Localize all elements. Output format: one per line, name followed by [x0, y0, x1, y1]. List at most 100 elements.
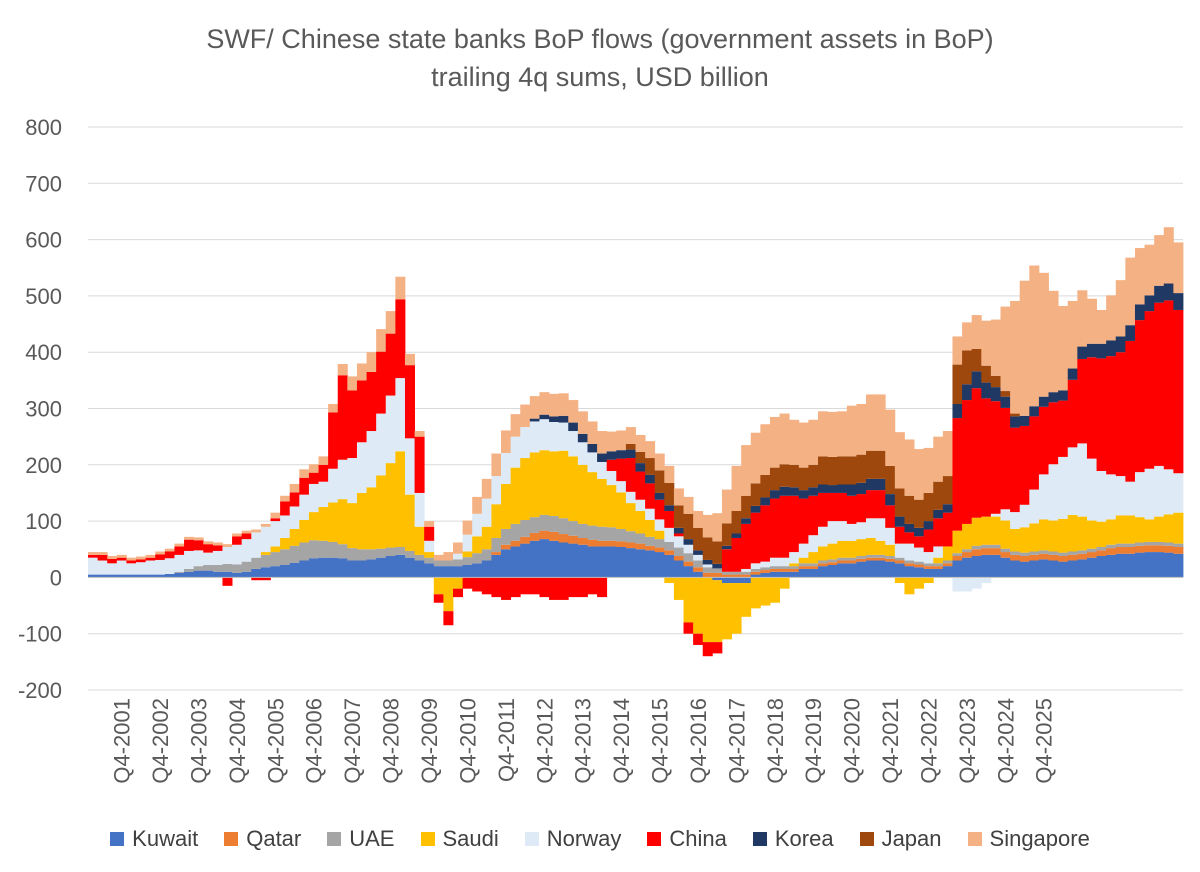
bar-segment-uae — [385, 547, 396, 557]
bar-segment-kuwait — [1048, 560, 1059, 578]
bar-segment-korea — [645, 474, 656, 484]
bar-segment-japan — [654, 470, 665, 493]
bar-segment-saudi — [1144, 519, 1155, 542]
bar-segment-korea — [1067, 368, 1078, 380]
bar-segment-saudi — [837, 540, 848, 558]
bar-segment-qatar — [769, 568, 780, 572]
bar-segment-singapore — [635, 434, 646, 452]
bar-segment-saudi — [952, 530, 963, 554]
bar-segment-uae — [424, 557, 435, 564]
bar-segment-china — [914, 536, 925, 548]
bar-segment-korea — [529, 418, 540, 422]
bar-segment-uae — [760, 567, 771, 571]
bar-segment-kuwait — [539, 539, 550, 578]
bar-segment-singapore — [1115, 280, 1126, 337]
bar-segment-norway — [289, 506, 300, 529]
bar-segment-norway — [1038, 474, 1049, 520]
bar-segment-china — [856, 494, 867, 523]
bar-segment-kuwait — [88, 574, 99, 578]
bar-segment-saudi — [683, 577, 694, 623]
bar-segment-norway — [904, 543, 915, 561]
bar-segment-kuwait — [107, 574, 118, 578]
bar-segment-korea — [1096, 343, 1107, 359]
x-tick-label: Q4-2020 — [840, 698, 865, 784]
bar-segment-norway — [587, 452, 598, 473]
bar-segment-kuwait — [1067, 560, 1078, 578]
bar-segment-singapore — [299, 469, 310, 478]
bar-segment-singapore — [126, 557, 137, 561]
bar-segment-korea — [942, 504, 953, 513]
x-tick-labels: Q4-2001 Q4-2002 Q4-2003 Q4-2004 Q4-2005 Q4-20… — [110, 698, 1057, 784]
bar-segment-norway — [779, 557, 790, 567]
bar-segment-singapore — [520, 404, 531, 428]
bar-segment-korea — [808, 487, 819, 496]
bar-segment-uae — [328, 541, 339, 558]
bar-segment-saudi — [366, 487, 377, 550]
bar-segment-uae — [1019, 552, 1030, 557]
bar-segment-uae — [866, 554, 877, 558]
bar-segment-saudi — [414, 526, 425, 555]
bar-segment-japan — [673, 505, 684, 528]
bar-segment-kuwait — [750, 574, 761, 578]
bar-segment-china — [88, 554, 99, 558]
bar-segment-norway — [981, 577, 992, 584]
bar-segment-norway — [1163, 469, 1174, 515]
bar-segment-saudi — [894, 577, 905, 584]
bar-segment-norway — [702, 564, 713, 568]
bar-segment-japan — [635, 451, 646, 464]
bar-segment-korea — [760, 497, 771, 506]
bar-segment-norway — [577, 442, 588, 465]
bar-segment-kuwait — [164, 574, 175, 578]
bar-segment-japan — [914, 499, 925, 528]
bar-segment-korea — [587, 443, 598, 453]
bar-segment-kuwait — [818, 566, 829, 578]
bar-segment-saudi — [481, 526, 492, 550]
bar-segment-japan — [981, 365, 992, 383]
bar-segment-uae — [606, 527, 617, 541]
bar-segment-korea — [981, 382, 992, 399]
bar-segment-kuwait — [693, 571, 704, 578]
bar-segment-kuwait — [837, 563, 848, 578]
bar-segment-singapore — [933, 436, 944, 482]
legend-label: Norway — [546, 826, 622, 851]
bar-segment-qatar — [1154, 545, 1165, 553]
bar-segment-korea — [875, 478, 886, 491]
bar-segment-saudi — [885, 544, 896, 557]
bar-segment-uae — [308, 540, 319, 559]
bar-segment-norway — [1134, 472, 1145, 518]
bar-segment-china — [260, 577, 271, 581]
bar-segment-qatar — [577, 537, 588, 545]
bar-segment-saudi — [760, 577, 771, 606]
bar-segment-singapore — [395, 276, 406, 300]
bar-segment-china — [1000, 407, 1011, 510]
bar-segment-singapore — [193, 537, 204, 541]
bar-segment-norway — [894, 543, 905, 558]
bar-segment-china — [683, 622, 694, 634]
bar-segment-korea — [539, 414, 550, 420]
bar-segment-norway — [260, 526, 271, 553]
bar-segment-singapore — [1173, 242, 1184, 294]
bar-segment-china — [443, 611, 454, 626]
bar-segment-kuwait — [760, 572, 771, 578]
bar-segment-uae — [1144, 541, 1155, 546]
bar-segment-kuwait — [491, 554, 502, 578]
bar-segment-kuwait — [1038, 559, 1049, 578]
bar-segment-china — [952, 418, 963, 531]
bar-segment-norway — [1086, 458, 1097, 521]
x-tick-label: Q4-2013 — [571, 698, 596, 784]
bar-segment-korea — [1163, 283, 1174, 301]
bar-segment-china — [433, 594, 444, 603]
bar-segment-saudi — [1173, 512, 1184, 544]
bar-segment-uae — [414, 554, 425, 561]
bar-segment-saudi — [702, 577, 713, 643]
bar-segment-kuwait — [1173, 553, 1184, 578]
bar-segment-singapore — [356, 363, 367, 381]
bar-segment-kuwait — [1019, 561, 1030, 578]
bar-segment-japan — [760, 474, 771, 498]
bar-segment-singapore — [424, 521, 435, 527]
bar-segment-norway — [990, 513, 1001, 517]
bar-segment-korea — [750, 505, 761, 513]
bar-segment-china — [424, 526, 435, 541]
bar-segment-korea — [798, 490, 809, 499]
bar-segment-china — [1048, 402, 1059, 465]
